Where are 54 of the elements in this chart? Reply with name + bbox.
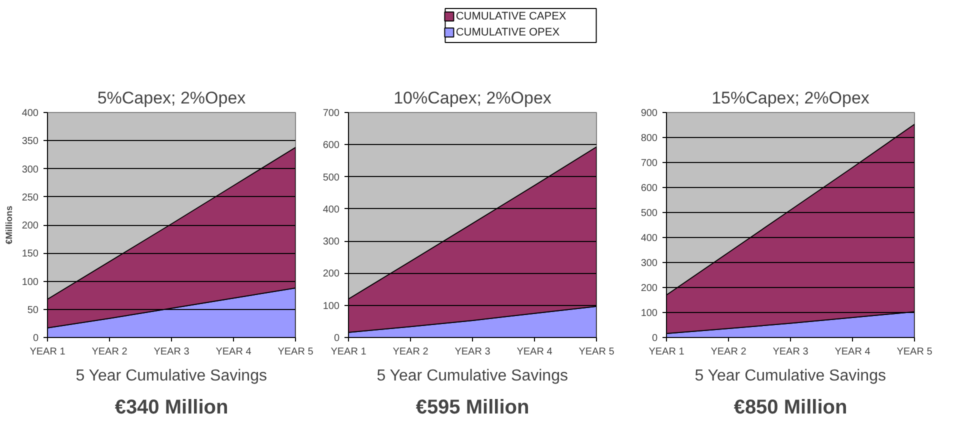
- y-tick-label: 500: [640, 208, 658, 219]
- y-tick-label: 250: [22, 192, 39, 204]
- text: €595 Million: [416, 396, 530, 418]
- x-tick-label: YEAR 4: [834, 346, 871, 358]
- y-tick-label: 300: [640, 258, 658, 269]
- text: 5 Year Cumulative Savings: [376, 368, 568, 384]
- x-tick-label: YEAR 3: [454, 346, 491, 358]
- x-tick-label: YEAR 1: [648, 346, 685, 358]
- y-tick-label: 700: [322, 108, 340, 119]
- x-tick-label: YEAR 1: [30, 346, 66, 358]
- x-tick-label: YEAR 3: [154, 346, 190, 358]
- y-tick-label: 400: [640, 233, 658, 244]
- y-tick-label: 0: [652, 333, 658, 344]
- y-tick-label: 0: [334, 333, 340, 344]
- y-tick-label: 150: [22, 248, 39, 260]
- y-tick-label: 200: [640, 283, 658, 294]
- x-tick-label: YEAR 2: [710, 346, 747, 358]
- y-axis-title: €Millions: [4, 206, 14, 244]
- legend-label: CUMULATIVE CAPEX: [456, 10, 567, 22]
- y-tick-label: 700: [640, 158, 658, 169]
- x-tick-label: YEAR 2: [92, 346, 128, 358]
- y-tick-label: 300: [22, 164, 39, 176]
- y-tick-label: 400: [322, 204, 340, 216]
- chart-title: 5%Capex; 2%Opex: [97, 88, 246, 108]
- y-tick-label: 0: [32, 333, 39, 344]
- y-tick-label: 400: [22, 108, 39, 119]
- y-tick-label: 200: [22, 220, 39, 232]
- x-tick-label: YEAR 5: [896, 346, 933, 358]
- y-tick-label: 600: [640, 183, 658, 194]
- x-tick-label: YEAR 3: [772, 346, 809, 358]
- y-tick-label: 800: [640, 133, 658, 144]
- x-tick-label: YEAR 5: [578, 346, 615, 358]
- y-tick-label: 500: [322, 172, 340, 184]
- y-tick-label: 50: [27, 304, 39, 316]
- y-tick-label: 100: [322, 300, 340, 312]
- x-tick-label: YEAR 4: [516, 346, 553, 358]
- y-tick-label: 600: [322, 140, 340, 152]
- text: €340 Million: [114, 396, 228, 418]
- y-tick-label: 100: [22, 276, 39, 288]
- y-tick-label: 200: [322, 268, 340, 280]
- x-tick-label: YEAR 1: [330, 346, 367, 358]
- text: 5 Year Cumulative Savings: [76, 368, 267, 384]
- y-tick-label: 900: [640, 108, 658, 119]
- chart-title: 15%Capex; 2%Opex: [712, 88, 870, 108]
- y-tick-label: 300: [322, 236, 340, 248]
- legend-label: CUMULATIVE OPEX: [456, 26, 560, 38]
- text: €850 Million: [734, 396, 848, 418]
- x-tick-label: YEAR 2: [392, 346, 429, 358]
- y-tick-label: 100: [640, 308, 658, 319]
- chart-title: 10%Capex; 2%Opex: [394, 88, 552, 108]
- text: 5 Year Cumulative Savings: [694, 368, 886, 384]
- x-tick-label: YEAR 4: [216, 346, 252, 358]
- x-tick-label: YEAR 5: [278, 346, 314, 358]
- y-tick-label: 350: [22, 136, 39, 148]
